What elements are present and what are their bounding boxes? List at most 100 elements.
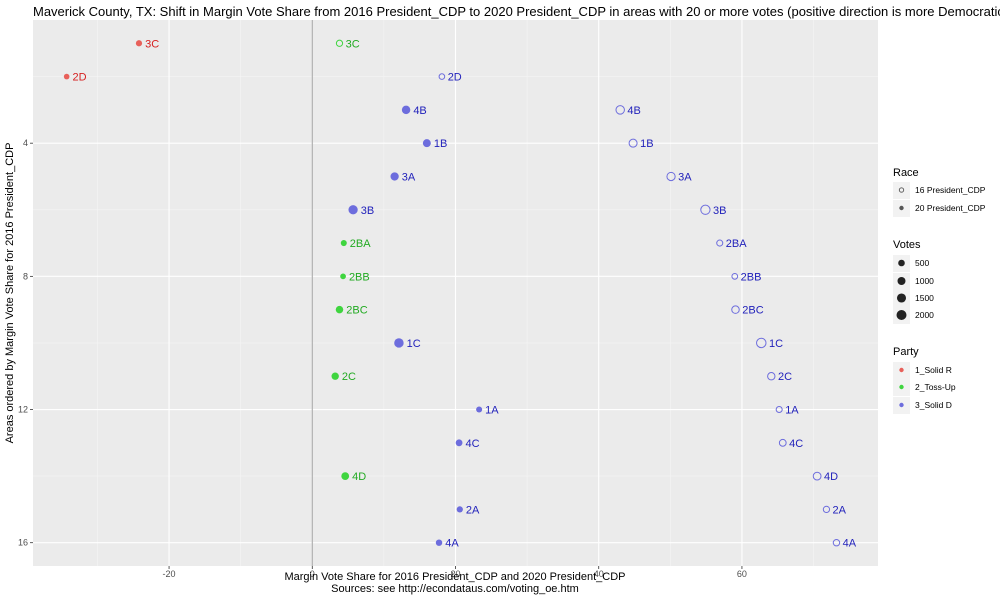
point-2020-1b <box>422 139 431 148</box>
x-tick-label: 20 <box>450 569 460 579</box>
x-tick-label: -20 <box>163 569 176 579</box>
legend-race-title: Race <box>893 167 919 179</box>
legend-votes-label: 1500 <box>915 293 934 303</box>
label-2016-1c: 1C <box>769 338 783 350</box>
point-2016-4c <box>778 438 787 447</box>
label-2016-2d: 2D <box>448 72 462 84</box>
legend-party-title: Party <box>893 346 919 358</box>
label-2020-4d: 4D <box>352 471 366 483</box>
label-2020-4b: 4B <box>413 105 426 117</box>
legend-race-label: 20 President_CDP <box>915 203 986 213</box>
label-2016-4d: 4D <box>824 471 838 483</box>
y-axis-ticks: 4 8 12 16 <box>18 138 33 548</box>
point-2016-1c <box>756 337 767 349</box>
legend-votes-label: 1000 <box>915 276 934 286</box>
label-2020-1a: 1A <box>485 405 499 417</box>
legend-votes-symbol <box>898 259 905 267</box>
point-2020-4a <box>435 539 443 546</box>
label-2016-1a: 1A <box>785 405 799 417</box>
point-2016-2c <box>767 372 776 381</box>
x-tick-label: 40 <box>594 569 604 579</box>
label-2020-2d: 2D <box>72 72 86 84</box>
point-2020-1a <box>476 406 483 413</box>
point-2020-4c <box>455 439 463 447</box>
label-2020-1c: 1C <box>407 338 421 350</box>
x-tick-label: 0 <box>310 569 315 579</box>
legend-votes-symbol <box>896 310 907 320</box>
point-2020-2a <box>456 506 463 513</box>
point-2020-2c <box>331 372 339 380</box>
label-2020-4a: 4A <box>445 538 459 550</box>
label-2016-4b: 4B <box>627 105 640 117</box>
grid-lines <box>33 20 878 566</box>
label-2020-1b: 1B <box>434 138 447 150</box>
legend-party-label: 1_Solid R <box>915 365 952 375</box>
point-2016-2bc <box>731 305 740 314</box>
label-2016-4c: 4C <box>789 438 803 450</box>
point-2020-4d <box>341 472 350 480</box>
chart-caption: Sources: see http://econdataus.com/votin… <box>331 583 579 595</box>
label-2016-2a: 2A <box>833 504 847 516</box>
point-2016-2bb <box>731 272 739 280</box>
point-2016-3a <box>666 171 676 182</box>
label-2020-4c: 4C <box>465 438 479 450</box>
point-2020-2bb <box>340 273 346 280</box>
label-2020-2bc: 2BC <box>346 305 367 317</box>
legend-party-symbol <box>899 367 904 373</box>
point-2020-1c <box>394 338 404 348</box>
legend-race-key <box>893 182 910 199</box>
point-2020-3a <box>390 172 399 181</box>
label-2020-3b: 3B <box>361 205 374 217</box>
label-2020-2bb: 2BB <box>349 271 370 283</box>
point-2016-3c <box>335 39 344 47</box>
point-2016-1a <box>775 406 783 414</box>
x-tick-label: 60 <box>737 569 747 579</box>
legend-race-open-symbol <box>898 187 905 193</box>
label-2016-1b: 1B <box>640 138 653 150</box>
point-labels: 3C 3C 2D 2D 4B 4B 1B 1B 3A 3A 3B 3B 2BA 2BA 2BB 2BB 2BC 2… <box>72 38 856 549</box>
point-2016-2d <box>438 73 446 80</box>
point-2020-3b <box>348 205 358 215</box>
y-axis-label: Areas ordered by Margin Vote Share for 2… <box>4 143 16 444</box>
point-2020-2d <box>63 73 70 80</box>
point-2016-4d <box>812 471 822 481</box>
legend-votes-symbol <box>896 293 907 303</box>
label-2016-2bb: 2BB <box>741 271 762 283</box>
label-2016-3a: 3A <box>678 171 692 183</box>
point-2016-2ba <box>716 239 724 247</box>
legend: Race 16 President_CDP 20 President_CDP Vote… <box>893 167 986 414</box>
label-2020-2c: 2C <box>342 371 356 383</box>
x-axis-label: Margin Vote Share for 2016 President_CDP… <box>284 571 625 583</box>
y-tick-label: 8 <box>23 271 28 281</box>
point-2020-2bc <box>335 305 344 314</box>
chart-title: Maverick County, TX: Shift in Margin Vot… <box>33 4 1000 19</box>
label-2020-3c: 3C <box>145 38 159 50</box>
label-2020-3a: 3A <box>402 171 416 183</box>
point-2020-2ba <box>340 240 347 247</box>
label-2016-2c: 2C <box>778 371 792 383</box>
legend-party-symbol <box>899 384 904 390</box>
label-2016-4a: 4A <box>843 538 857 550</box>
legend-votes-label: 2000 <box>915 310 934 320</box>
point-2020-4b <box>401 105 411 115</box>
x-axis-ticks: -20 0 20 40 60 <box>163 566 747 579</box>
point-2016-4b <box>615 105 625 115</box>
point-2016-1b <box>628 138 638 148</box>
legend-party-label: 2_Toss-Up <box>915 382 956 392</box>
label-2016-2bc: 2BC <box>742 305 763 317</box>
legend-race-label: 16 President_CDP <box>915 185 986 195</box>
y-tick-label: 12 <box>18 405 28 415</box>
label-2016-3b: 3B <box>713 205 726 217</box>
y-tick-label: 16 <box>18 538 28 548</box>
point-2016-3b <box>700 204 711 215</box>
legend-votes-symbol <box>897 276 906 286</box>
label-2020-2ba: 2BA <box>350 238 371 250</box>
label-2016-2ba: 2BA <box>726 238 747 250</box>
point-2016-4a <box>832 538 841 547</box>
point-2020-3c <box>135 40 143 47</box>
point-2016-2a <box>822 505 831 514</box>
legend-race-filled-symbol <box>899 205 904 211</box>
legend-votes-title: Votes <box>893 239 921 251</box>
label-2020-2a: 2A <box>466 504 480 516</box>
